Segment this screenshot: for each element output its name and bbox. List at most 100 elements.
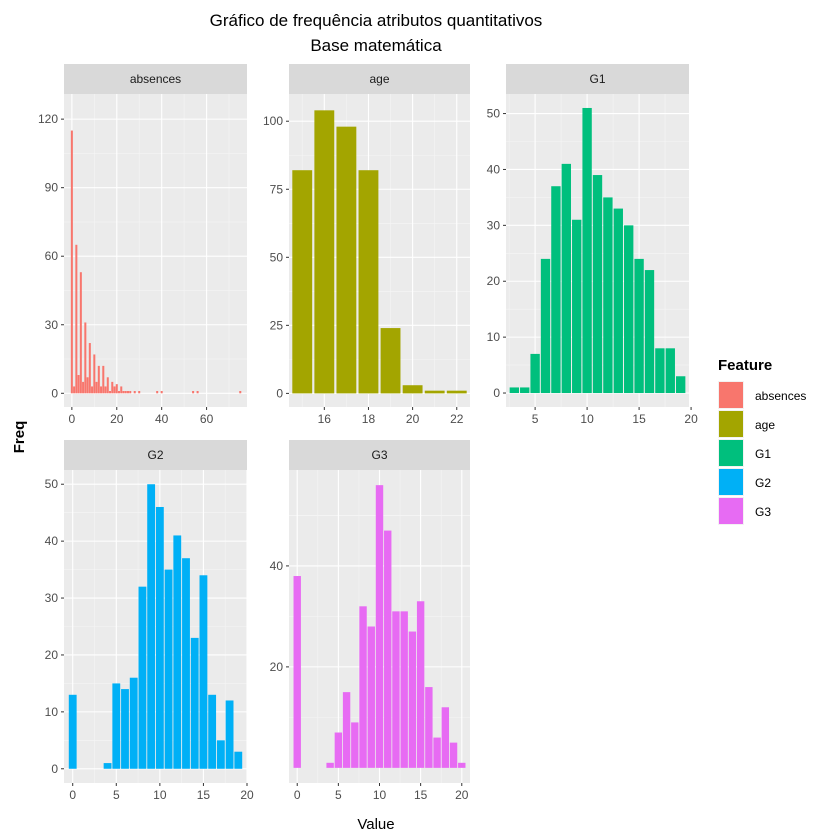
legend-label: G2 <box>755 476 771 490</box>
panel-age: age 16 18 20 22 0 25 50 75 100 <box>263 64 470 426</box>
bar <box>225 700 234 769</box>
bar <box>239 391 242 394</box>
bar <box>449 742 458 768</box>
bar <box>106 377 109 394</box>
x-tick-label: 15 <box>632 412 646 426</box>
bar <box>115 384 118 394</box>
facet-strip-label: absences <box>130 72 181 86</box>
bar <box>104 386 107 394</box>
legend-label: absences <box>755 389 806 403</box>
legend-swatch <box>719 411 743 437</box>
x-tick-label: 10 <box>373 788 387 802</box>
bar <box>102 365 105 394</box>
bar <box>79 272 82 394</box>
bar <box>192 391 195 394</box>
legend-swatch <box>719 498 743 524</box>
bar <box>121 689 129 769</box>
panel-background <box>64 94 247 407</box>
minor-gridlines <box>289 470 470 783</box>
legend-item-age: age <box>718 410 775 438</box>
x-tick-label: 5 <box>532 412 539 426</box>
bar <box>113 386 116 394</box>
legend-label: G3 <box>755 505 771 519</box>
bars <box>292 110 467 394</box>
minor-gridlines <box>64 470 247 783</box>
y-tick-label: 90 <box>45 181 59 195</box>
y-tick-label: 40 <box>45 534 59 548</box>
bar <box>147 484 156 769</box>
bar <box>82 381 85 394</box>
legend-item-g2: G2 <box>718 468 771 496</box>
bars <box>293 485 466 768</box>
y-tick-label: 100 <box>263 114 283 128</box>
bar <box>122 391 125 394</box>
legend-item-g1: G1 <box>718 439 771 467</box>
bar <box>84 322 87 394</box>
bar <box>216 740 225 769</box>
bar <box>351 722 359 768</box>
bar <box>334 732 343 768</box>
y-tick-label: 50 <box>487 107 501 121</box>
bar <box>392 611 400 768</box>
bar <box>408 631 417 768</box>
y-tick-label: 75 <box>270 182 284 196</box>
x-tick-label: 15 <box>414 788 428 802</box>
bar <box>100 386 103 394</box>
bar <box>603 197 613 394</box>
y-tick-label: 120 <box>38 112 58 126</box>
facet-strip <box>506 64 689 94</box>
facet-strip <box>64 440 247 470</box>
facet-strip <box>289 440 470 470</box>
bar <box>509 387 519 394</box>
x-tick-label: 16 <box>318 412 332 426</box>
bar <box>164 569 173 769</box>
y-tick-label: 20 <box>487 274 501 288</box>
bar <box>375 485 384 768</box>
facet-panels: absences 0 20 40 60 0 30 60 90 120 age 16 18 20 22 0 25 5… <box>38 64 698 802</box>
bar <box>68 694 77 769</box>
bar <box>655 348 665 394</box>
bar <box>458 762 466 768</box>
bar <box>665 348 675 394</box>
bar <box>551 186 561 394</box>
bar <box>109 391 112 394</box>
y-tick-label: 60 <box>45 249 59 263</box>
bar <box>424 390 445 394</box>
bars <box>70 130 242 394</box>
bar <box>520 387 530 394</box>
bars <box>68 484 243 769</box>
minor-gridlines <box>64 94 247 407</box>
bar <box>384 530 392 768</box>
bar <box>634 258 644 394</box>
bar <box>613 208 623 394</box>
bar <box>138 586 147 769</box>
bar <box>75 244 78 394</box>
x-axis-title: Value <box>357 816 394 833</box>
bar <box>358 170 379 394</box>
bar <box>95 381 98 394</box>
bar <box>433 737 441 768</box>
bar <box>592 175 603 394</box>
bar <box>129 391 132 394</box>
bar <box>190 637 199 769</box>
bar <box>380 328 401 394</box>
x-tick-label: 60 <box>200 412 214 426</box>
bar <box>124 391 127 394</box>
bar <box>367 626 375 768</box>
legend-title: Feature <box>718 357 772 374</box>
y-tick-label: 0 <box>51 762 58 776</box>
bar <box>530 353 540 394</box>
y-tick-label: 10 <box>487 330 501 344</box>
panel-absences: absences 0 20 40 60 0 30 60 90 120 <box>38 64 247 426</box>
bar <box>402 385 423 394</box>
y-tick-label: 20 <box>270 660 284 674</box>
x-tick-label: 0 <box>69 412 76 426</box>
bar <box>292 170 313 394</box>
y-tick-label: 0 <box>493 386 500 400</box>
x-tick-label: 20 <box>455 788 469 802</box>
bar <box>118 391 121 394</box>
legend-item-absences: absences <box>718 381 806 409</box>
chart-title: Gráfico de frequência atributos quantita… <box>210 11 543 30</box>
bar <box>73 386 76 394</box>
